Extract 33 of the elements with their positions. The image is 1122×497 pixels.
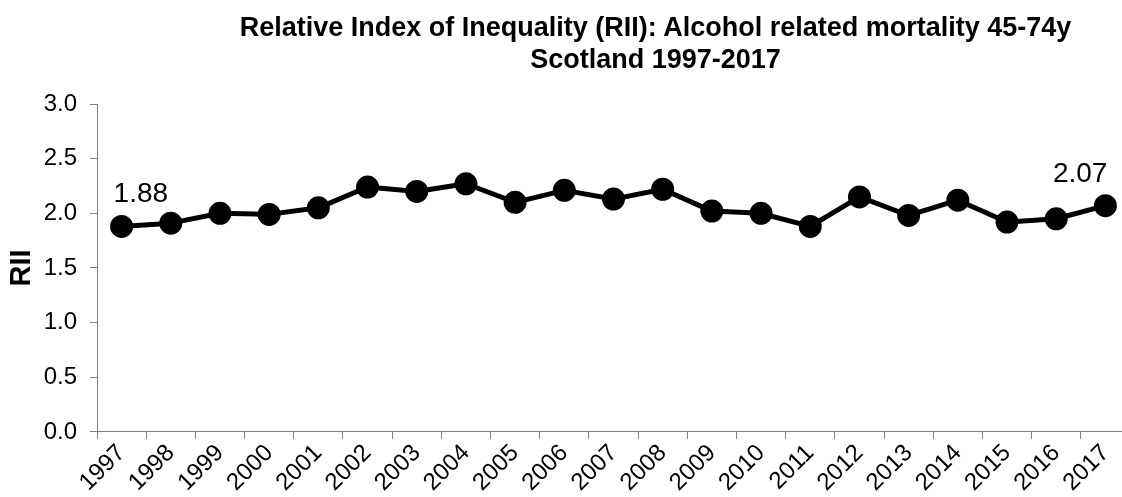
point: [798, 214, 822, 238]
point: [749, 201, 773, 225]
point: [651, 177, 675, 201]
chart-title: Relative Index of Inequality (RII): Alcohol related mortality 45-74y: [239, 12, 1072, 43]
point: [454, 172, 478, 196]
point: [356, 175, 380, 199]
y-tick-label: 2.5: [43, 143, 77, 171]
point: [110, 214, 134, 238]
y-tick-label: 3.0: [43, 88, 77, 116]
point: [897, 203, 921, 227]
point: [1093, 194, 1117, 218]
point: [602, 187, 625, 211]
point: [405, 179, 429, 203]
point: [208, 201, 232, 225]
point: [257, 202, 281, 226]
y-tick-label: 1.0: [43, 307, 77, 335]
point: [700, 199, 724, 223]
point: [946, 188, 970, 212]
y-tick-label: 0.5: [43, 361, 77, 389]
point: [306, 196, 330, 220]
chart-subtitle: Scotland 1997-2017: [530, 44, 781, 75]
data-label: 1.88: [113, 177, 169, 209]
y-tick-label: 0.0: [43, 416, 77, 444]
point: [552, 178, 576, 202]
point: [1044, 207, 1068, 231]
y-axis-title: RII: [4, 249, 37, 287]
y-tick-label: 2.0: [43, 197, 77, 225]
point: [503, 190, 527, 214]
data-label: 2.07: [1052, 156, 1108, 188]
point: [847, 185, 871, 209]
point: [159, 211, 183, 235]
y-tick-label: 1.5: [43, 252, 77, 280]
point: [995, 210, 1019, 234]
